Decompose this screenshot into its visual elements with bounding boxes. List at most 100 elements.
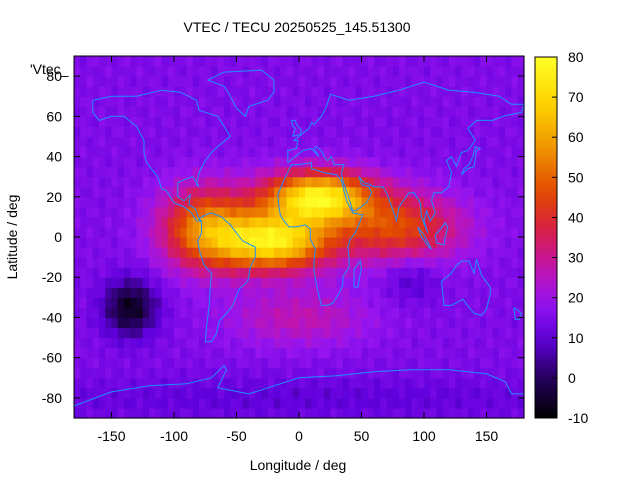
heatmap-cell	[111, 126, 119, 138]
heatmap-cell	[405, 287, 413, 298]
heatmap-cell	[155, 96, 163, 107]
heatmap-cell	[186, 347, 194, 359]
heatmap-cell	[311, 206, 319, 218]
heatmap-cell	[142, 116, 150, 127]
heatmap-cell	[480, 407, 488, 419]
heatmap-cell	[424, 56, 431, 67]
heatmap-cell	[292, 126, 300, 138]
heatmap-cell	[117, 116, 125, 127]
heatmap-cell	[467, 357, 475, 369]
heatmap-cell	[80, 226, 88, 238]
heatmap-cell	[142, 387, 150, 399]
heatmap-cell	[217, 136, 225, 148]
heatmap-cell	[380, 116, 388, 127]
coastline-great-britain	[290, 119, 303, 137]
heatmap-cell	[511, 176, 519, 188]
heatmap-cell	[336, 76, 344, 87]
heatmap-cell	[161, 367, 169, 379]
heatmap-cell	[117, 86, 125, 97]
heatmap-cell	[411, 357, 419, 369]
heatmap-cell	[74, 377, 81, 389]
heatmap-cell	[305, 196, 313, 208]
heatmap-cell	[405, 96, 413, 107]
heatmap-cell	[486, 257, 494, 268]
heatmap-cell	[80, 257, 88, 268]
heatmap-cell	[499, 106, 506, 117]
heatmap-cell	[211, 247, 219, 258]
heatmap-cell	[399, 257, 406, 268]
heatmap-cell	[405, 397, 413, 409]
heatmap-cell	[230, 96, 238, 107]
heatmap-cell	[305, 237, 313, 248]
heatmap-cell	[105, 287, 113, 298]
heatmap-cell	[517, 196, 525, 208]
heatmap-cell	[86, 66, 94, 77]
heatmap-cell	[292, 327, 300, 339]
heatmap-cell	[155, 297, 163, 308]
heatmap-cell	[205, 357, 213, 369]
heatmap-cell	[492, 156, 500, 168]
heatmap-cell	[324, 287, 331, 298]
heatmap-cell	[292, 337, 300, 349]
heatmap-cell	[80, 166, 88, 178]
heatmap-cell	[374, 377, 381, 389]
heatmap-cell	[499, 166, 506, 178]
heatmap-cell	[230, 317, 238, 329]
heatmap-cell	[442, 247, 450, 258]
heatmap-cell	[199, 397, 206, 409]
heatmap-cell	[255, 257, 263, 268]
heatmap-cell	[117, 206, 125, 218]
heatmap-cell	[99, 196, 106, 208]
heatmap-cell	[486, 317, 494, 329]
heatmap-cell	[424, 66, 431, 77]
heatmap-cell	[380, 387, 388, 399]
heatmap-cell	[286, 176, 294, 188]
heatmap-cell	[230, 216, 238, 228]
heatmap-cell	[236, 96, 244, 107]
heatmap-cell	[199, 56, 206, 67]
heatmap-cell	[411, 176, 419, 188]
heatmap-cell	[167, 377, 175, 389]
heatmap-cell	[261, 196, 269, 208]
heatmap-cell	[492, 206, 500, 218]
heatmap-cell	[111, 66, 119, 77]
heatmap-cell	[261, 76, 269, 87]
heatmap-cell	[142, 166, 150, 178]
heatmap-cell	[149, 86, 156, 97]
heatmap-cell	[355, 407, 363, 419]
heatmap-cell	[80, 327, 88, 339]
heatmap-cell	[430, 287, 438, 298]
heatmap-cell	[474, 327, 481, 339]
heatmap-cell	[274, 76, 281, 87]
heatmap-cell	[224, 156, 231, 168]
heatmap-cell	[236, 186, 244, 198]
heatmap-cell	[311, 277, 319, 288]
heatmap-cell	[267, 357, 275, 369]
heatmap-cell	[149, 267, 156, 278]
heatmap-cell	[517, 387, 525, 399]
heatmap-cell	[392, 327, 400, 339]
heatmap-cell	[274, 56, 281, 67]
heatmap-cell	[261, 136, 269, 148]
heatmap-cell	[505, 166, 513, 178]
heatmap-cell	[336, 397, 344, 409]
heatmap-cell	[217, 126, 225, 138]
heatmap-cell	[192, 367, 200, 379]
heatmap-cell	[124, 317, 131, 329]
heatmap-cell	[355, 327, 363, 339]
heatmap-cell	[361, 317, 369, 329]
heatmap-cell	[142, 226, 150, 238]
heatmap-cell	[249, 267, 256, 278]
heatmap-cell	[205, 267, 213, 278]
heatmap-cell	[99, 136, 106, 148]
heatmap-cell	[330, 76, 338, 87]
heatmap-cell	[99, 116, 106, 127]
heatmap-cell	[261, 247, 269, 258]
heatmap-cell	[336, 237, 344, 248]
heatmap-cell	[386, 96, 394, 107]
heatmap-cell	[249, 166, 256, 178]
heatmap-cell	[349, 76, 356, 87]
heatmap-cell	[486, 186, 494, 198]
heatmap-cell	[224, 96, 231, 107]
heatmap-cell	[480, 216, 488, 228]
